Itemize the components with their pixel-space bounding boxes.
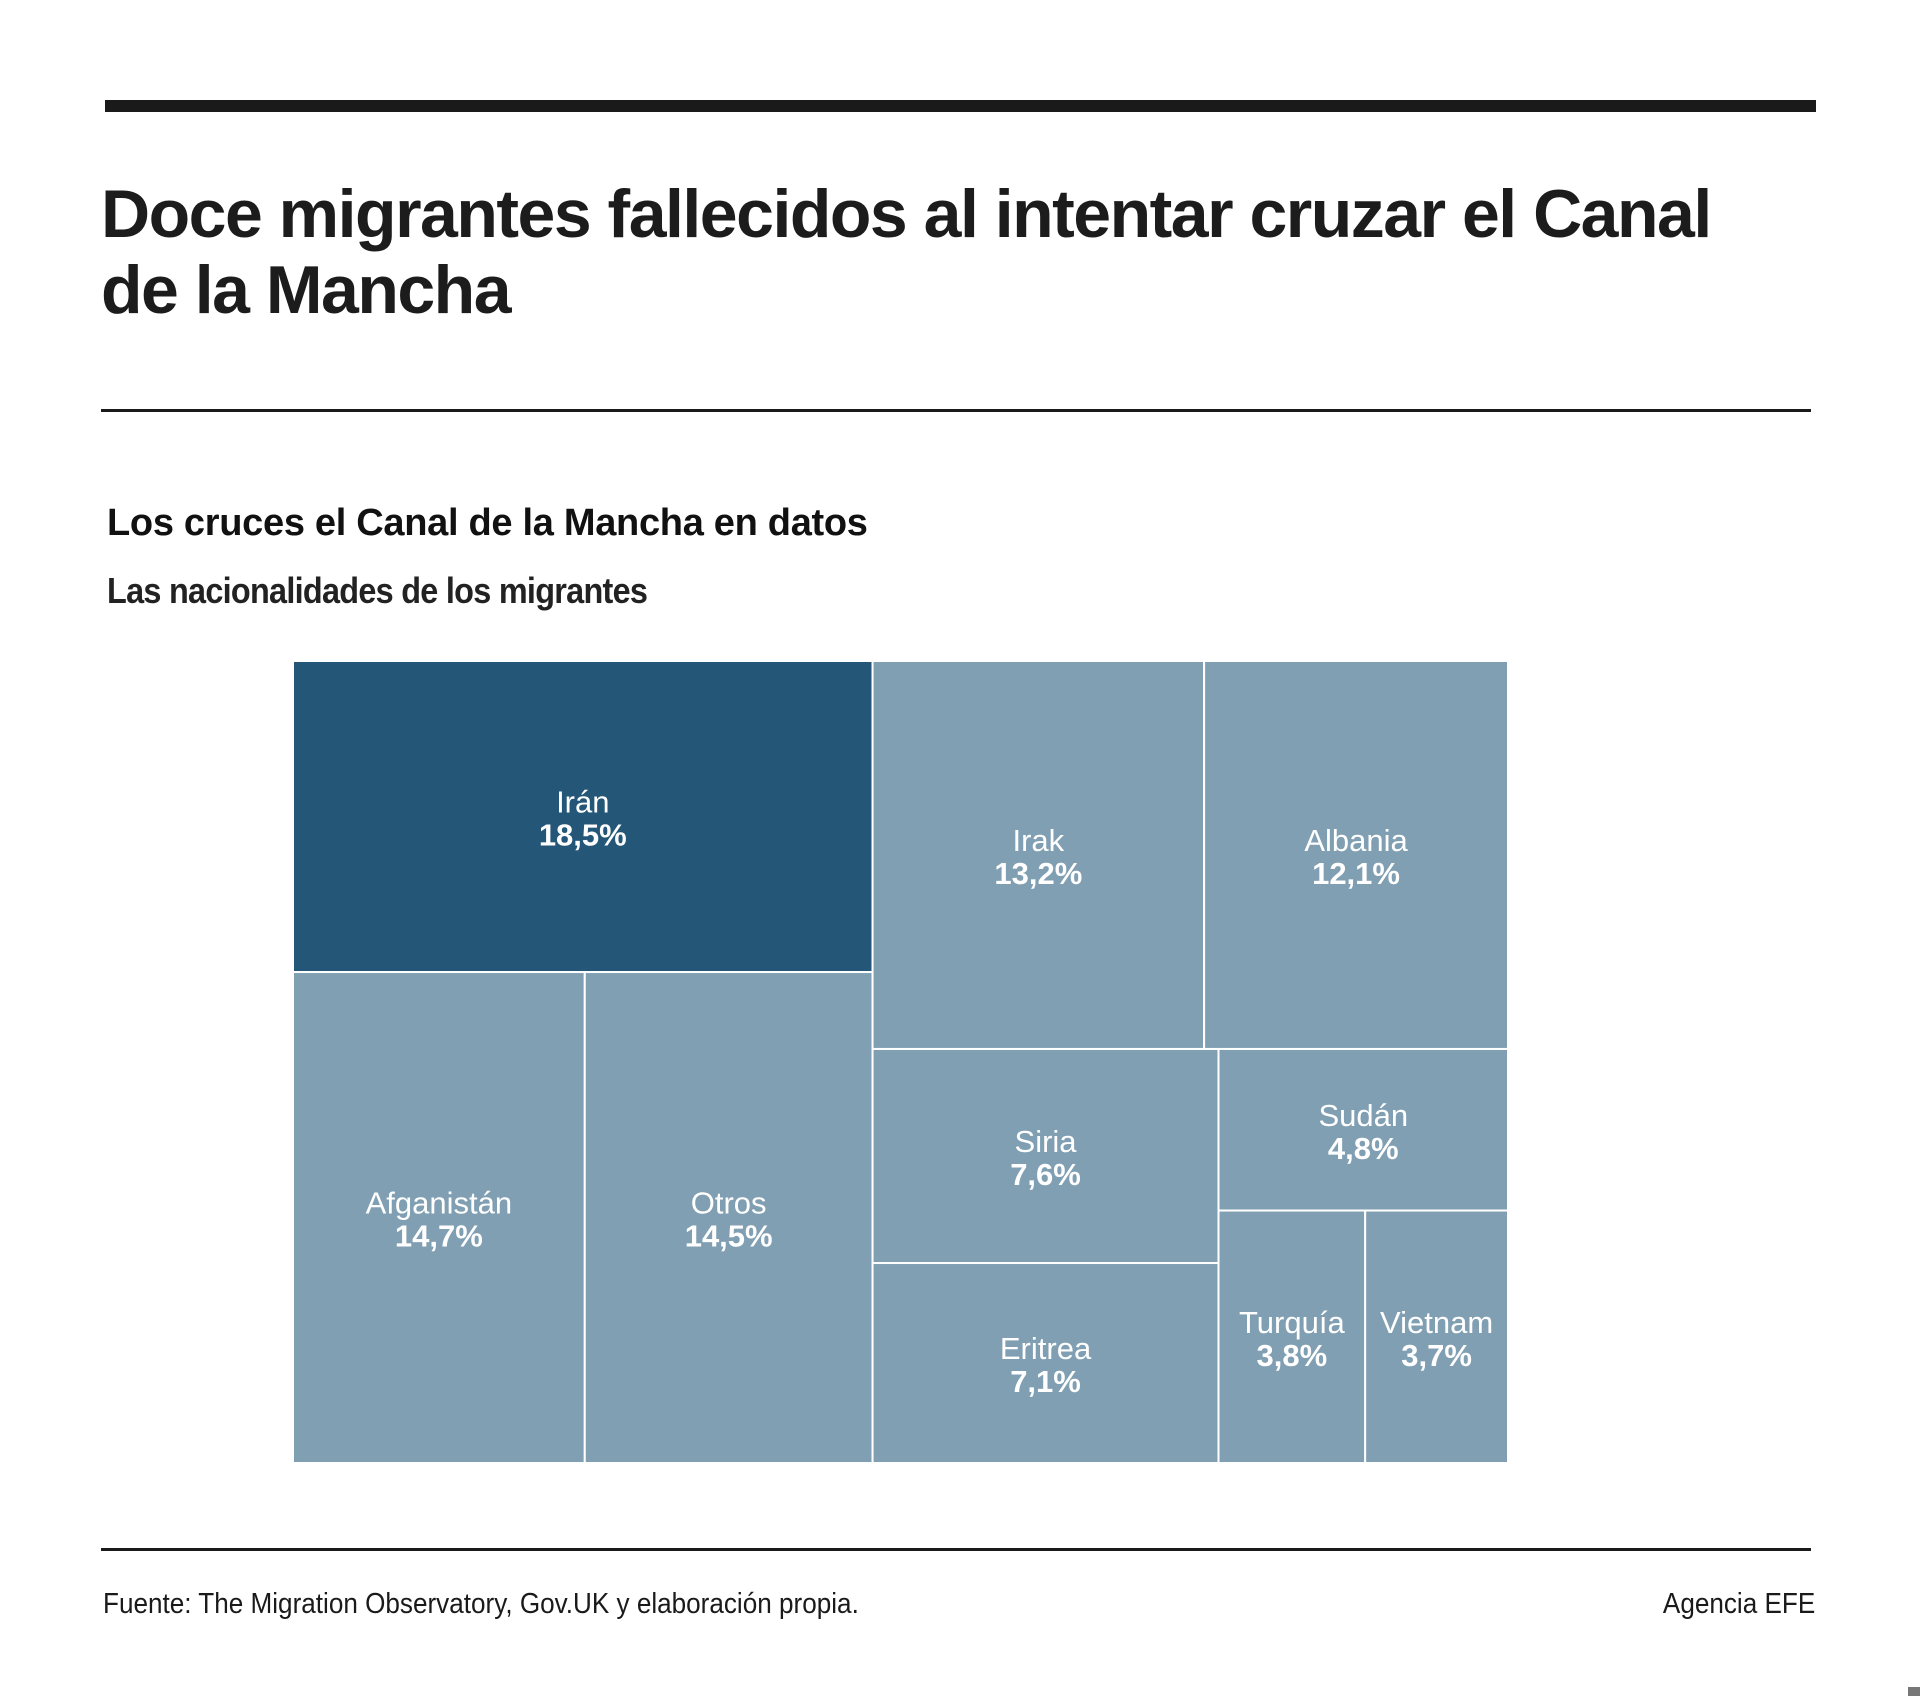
tile-value-label: 7,6%	[1010, 1157, 1081, 1192]
agency-credit: Agencia EFE	[1662, 1588, 1815, 1620]
tile-label: Eritrea	[1000, 1331, 1092, 1366]
tile-value-label: 4,8%	[1328, 1131, 1399, 1166]
tile-rect	[1217, 1047, 1510, 1212]
tile-rect	[871, 1262, 1220, 1464]
tile-rect	[871, 1047, 1220, 1265]
tile-rect	[1364, 1209, 1509, 1465]
tile-value-label: 7,1%	[1010, 1364, 1081, 1399]
tile-rect	[292, 660, 874, 974]
tile-label: Otros	[691, 1186, 767, 1221]
top-rule	[105, 100, 1816, 112]
header-divider	[101, 409, 1811, 412]
chart-subtitle: Las nacionalidades de los migrantes	[107, 570, 648, 611]
chart-title: Los cruces el Canal de la Mancha en dato…	[107, 502, 868, 544]
tile-value-label: 18,5%	[539, 818, 627, 853]
footer-divider	[101, 1548, 1811, 1551]
tile-rect	[1203, 660, 1510, 1050]
tile-label: Siria	[1015, 1124, 1078, 1159]
tile-value-label: 13,2%	[994, 856, 1082, 891]
tile-value-label: 3,7%	[1401, 1338, 1472, 1373]
tile-value-label: 12,1%	[1312, 856, 1400, 891]
tile-label: Afganistán	[366, 1186, 513, 1221]
tile-value-label: 14,5%	[685, 1219, 773, 1254]
tile-rect	[583, 971, 874, 1464]
tile-value-label: 3,8%	[1257, 1338, 1328, 1373]
headline: Doce migrantes fallecidos al intentar cr…	[101, 176, 1712, 328]
corner-mark	[1908, 1687, 1920, 1696]
tile-label: Sudán	[1318, 1098, 1408, 1133]
tile-rect	[1217, 1209, 1367, 1465]
tile-label: Irán	[556, 785, 609, 820]
tile-label: Albania	[1304, 823, 1408, 858]
source-note: Fuente: The Migration Observatory, Gov.U…	[103, 1588, 859, 1620]
tile-value-label: 14,7%	[395, 1219, 483, 1254]
tile-label: Vietnam	[1380, 1305, 1493, 1340]
tile-label: Irak	[1012, 823, 1064, 858]
tile-label: Turquía	[1239, 1305, 1345, 1340]
